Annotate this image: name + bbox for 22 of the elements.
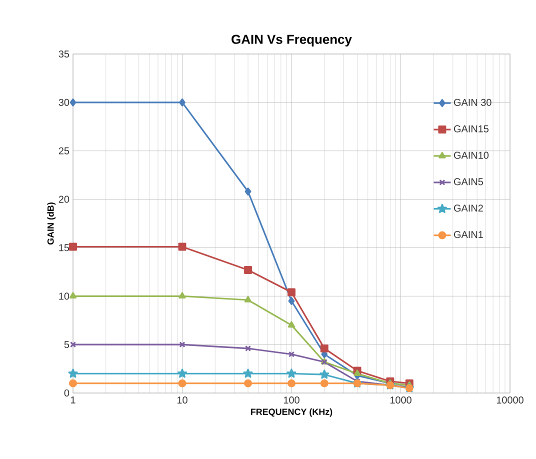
y-tick-label: 5 [64, 341, 70, 348]
y-axis-title: GAIN (dB) [47, 202, 56, 245]
legend-label: GAIN5 [454, 178, 483, 186]
x-axis-title: FREQUENCY (KHz) [251, 408, 332, 417]
legend-label: GAIN2 [454, 204, 483, 212]
x-tick-label: 1 [70, 396, 76, 404]
y-tick-label: 10 [59, 292, 70, 300]
y-tick-label: 0 [64, 389, 70, 397]
y-tick-label: 30 [58, 98, 70, 106]
legend-label: GAIN15 [454, 125, 489, 132]
x-tick-label: 10 [177, 396, 188, 404]
y-tick-label: 25 [58, 147, 70, 154]
y-tick-label: 15 [59, 244, 70, 252]
legend-label: GAIN10 [454, 152, 489, 159]
y-tick-label: 20 [58, 196, 70, 203]
legend-label: GAIN1 [454, 231, 483, 238]
chart-title: GAIN Vs Frequency [232, 34, 352, 46]
x-tick-label: 10000 [496, 396, 524, 404]
x-tick-label: 1000 [390, 396, 412, 404]
x-tick-label: 100 [284, 396, 300, 404]
y-tick-label: 35 [58, 50, 70, 58]
legend-label: GAIN 30 [454, 98, 492, 106]
